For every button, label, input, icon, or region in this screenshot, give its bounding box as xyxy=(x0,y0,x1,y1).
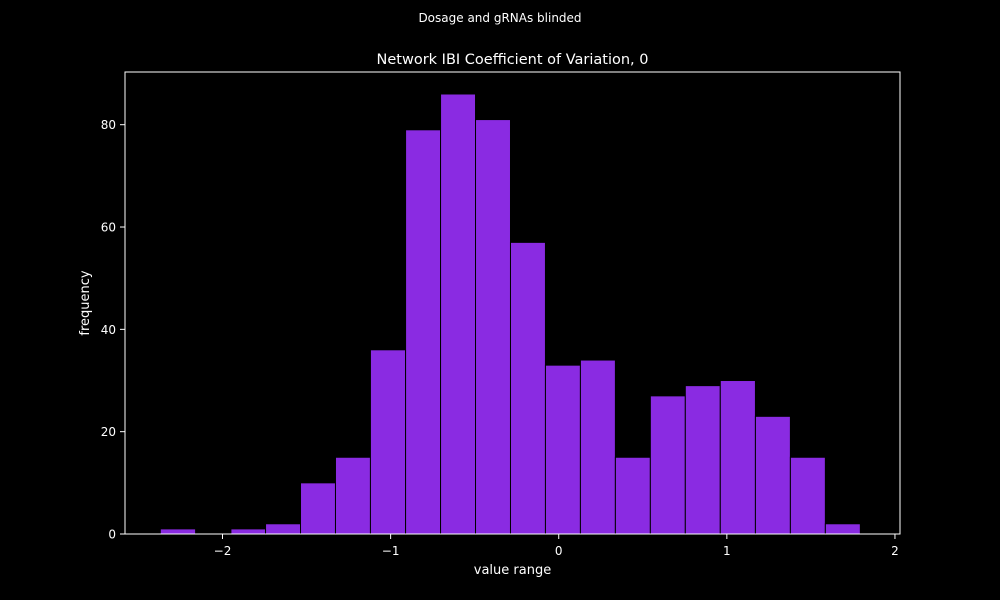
histogram-bar xyxy=(334,456,371,535)
y-tick-label: 20 xyxy=(101,425,116,439)
histogram-bar xyxy=(754,415,791,535)
histogram-bars xyxy=(159,93,861,535)
y-tick-label: 40 xyxy=(101,323,116,337)
figure-suptitle: Dosage and gRNAs blinded xyxy=(418,11,581,25)
x-tick-label: −1 xyxy=(382,544,400,558)
chart-title: Network IBI Coefficient of Variation, 0 xyxy=(377,52,649,68)
histogram-bar xyxy=(614,456,651,535)
histogram-bar xyxy=(265,523,302,535)
y-axis: 0 20 40 60 80 xyxy=(101,118,125,542)
histogram-bar xyxy=(405,129,442,535)
x-tick-label: 0 xyxy=(555,544,563,558)
x-axis: −2 −1 0 1 2 xyxy=(214,534,899,558)
x-tick-label: −2 xyxy=(214,544,232,558)
y-axis-label: frequency xyxy=(78,270,93,336)
y-tick-label: 80 xyxy=(101,118,116,132)
histogram-bar xyxy=(369,349,407,535)
x-axis-label: value range xyxy=(474,563,551,578)
histogram-bar xyxy=(579,359,616,535)
y-tick-label: 60 xyxy=(101,221,116,235)
x-tick-label: 2 xyxy=(891,544,899,558)
histogram-bar xyxy=(300,482,336,535)
histogram-bar xyxy=(684,385,721,535)
histogram-bar xyxy=(440,93,477,535)
histogram-bar xyxy=(719,380,756,535)
histogram-bar xyxy=(230,528,267,535)
x-tick-label: 1 xyxy=(723,544,731,558)
y-tick-label: 0 xyxy=(108,528,116,542)
histogram-bar xyxy=(789,456,826,535)
histogram-bar xyxy=(544,364,581,535)
histogram-bar xyxy=(159,528,197,535)
histogram-bar xyxy=(649,395,686,535)
plot-frame xyxy=(124,71,901,535)
histogram-bar xyxy=(824,523,861,535)
histogram-bar xyxy=(475,119,511,535)
histogram-bar xyxy=(509,241,546,535)
